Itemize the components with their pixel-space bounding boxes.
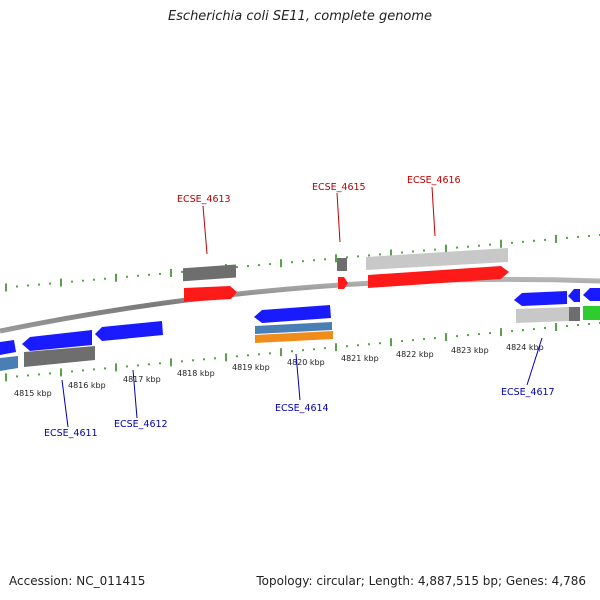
leader-line-4614 xyxy=(295,353,301,401)
kbp-label: 4823 kbp xyxy=(451,346,489,355)
kbp-label: 4819 kbp xyxy=(232,363,270,372)
gene-block-light-4617 xyxy=(516,307,569,323)
gene-arrow-blue-right-edge[interactable] xyxy=(583,288,600,301)
kbp-labels: 4815 kbp 4816 kbp 4817 kbp 4818 kbp 4819… xyxy=(14,343,544,398)
gene-block-steel-4614 xyxy=(255,322,332,334)
gene-label-lower[interactable]: ECSE_4612 xyxy=(114,419,168,430)
leader-line-4613 xyxy=(202,205,208,255)
kbp-label: 4817 kbp xyxy=(123,375,161,384)
kbp-label: 4824 kbp xyxy=(506,343,544,352)
kbp-label: 4815 kbp xyxy=(14,389,52,398)
gene-block-orange-4614 xyxy=(255,331,333,343)
leader-line-4617 xyxy=(526,337,543,386)
gene-label-upper[interactable]: ECSE_4616 xyxy=(407,175,461,186)
genome-summary: Topology: circular; Length: 4,887,515 bp… xyxy=(256,574,586,588)
gene-label-lower[interactable]: ECSE_4617 xyxy=(501,387,555,398)
lower-genes xyxy=(0,288,600,371)
gene-label-lower[interactable]: ECSE_4611 xyxy=(44,428,98,439)
gene-label-upper[interactable]: ECSE_4615 xyxy=(312,182,366,193)
gene-block-dark-4615 xyxy=(337,258,347,271)
accession-label: Accession: NC_011415 xyxy=(9,574,146,588)
kbp-label: 4818 kbp xyxy=(177,369,215,378)
gene-arrow-blue-4617[interactable] xyxy=(514,291,567,306)
gene-arrow-blue-small[interactable] xyxy=(568,289,580,302)
gene-arrow-red-4616[interactable] xyxy=(368,266,509,288)
gene-label-lower[interactable]: ECSE_4614 xyxy=(275,403,329,414)
genome-backbone xyxy=(0,276,600,334)
upper-genes xyxy=(183,248,509,302)
lower-tick-row xyxy=(5,322,600,382)
gene-arrow-red-4615[interactable] xyxy=(338,277,348,289)
gene-labels: ECSE_4613 ECSE_4615 ECSE_4616 ECSE_4611 … xyxy=(44,175,555,439)
gene-arrow-red-4613[interactable] xyxy=(184,286,237,302)
kbp-label: 4820 kbp xyxy=(287,358,325,367)
gene-arrow-blue-left-edge[interactable] xyxy=(0,340,16,355)
map-title: Escherichia coli SE11, complete genome xyxy=(167,9,433,24)
gene-arrow-blue-4612[interactable] xyxy=(95,321,163,341)
gene-block-green-right xyxy=(583,306,600,320)
leader-line-4612 xyxy=(132,369,138,419)
gene-block-dark-4613 xyxy=(183,264,236,282)
gene-block-steel-left-edge xyxy=(0,356,18,371)
leader-line-4615 xyxy=(336,192,341,243)
gene-block-light-4616 xyxy=(366,248,508,270)
gene-block-dark-4617 xyxy=(569,307,580,321)
kbp-label: 4821 kbp xyxy=(341,354,379,363)
kbp-label: 4822 kbp xyxy=(396,350,434,359)
kbp-label: 4816 kbp xyxy=(68,381,106,390)
gene-block-dark-4611 xyxy=(24,346,95,367)
leader-lines xyxy=(61,186,543,428)
leader-line-4616 xyxy=(431,186,436,237)
gene-label-upper[interactable]: ECSE_4613 xyxy=(177,194,231,205)
gene-arrow-blue-4614[interactable] xyxy=(254,305,331,323)
leader-line-4611 xyxy=(61,379,69,428)
upper-tick-row xyxy=(5,234,600,292)
gene-arrow-blue-4611[interactable] xyxy=(22,330,92,351)
